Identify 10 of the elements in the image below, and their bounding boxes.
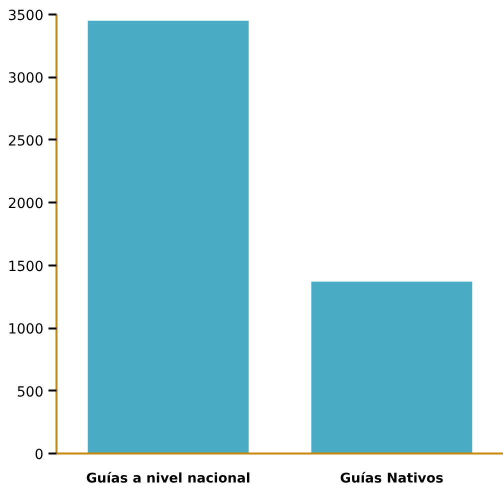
x-tick-label: Guías a nivel nacional — [86, 472, 250, 486]
y-tick-label: 3500 — [8, 8, 44, 24]
y-tick-label: 500 — [16, 384, 44, 400]
y-tick-label: 1000 — [8, 322, 44, 338]
y-tick-label: 3000 — [8, 70, 44, 87]
y-tick-label: 0 — [34, 447, 44, 463]
x-tick-label: Guías Nativos — [340, 472, 444, 486]
y-tick-label: 2000 — [8, 196, 44, 212]
y-tick-label: 1500 — [8, 258, 44, 275]
y-tick-label: 2500 — [8, 133, 44, 150]
